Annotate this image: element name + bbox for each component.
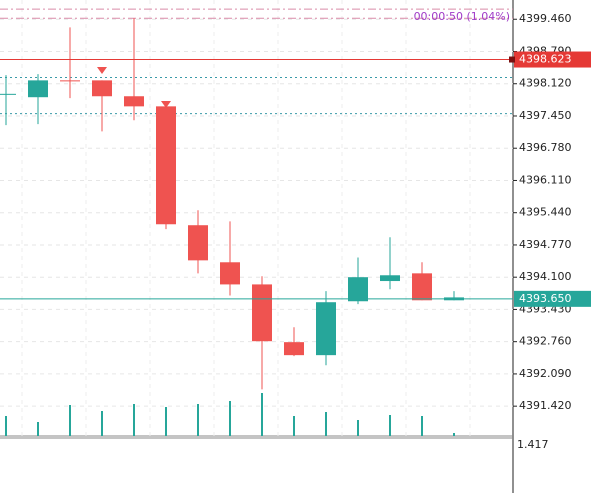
volume-bar (421, 416, 423, 436)
volume-bar (165, 407, 167, 436)
candle-body (284, 342, 304, 356)
candle-body (412, 273, 432, 301)
price-level-box (514, 51, 591, 68)
volume-bar (229, 401, 231, 436)
volume-bar (133, 404, 135, 436)
volume-bar (261, 393, 263, 436)
y-tick-label: 4392.760 (519, 335, 572, 348)
candle-body (348, 277, 368, 302)
candle-body (188, 225, 208, 261)
candle-body (252, 284, 272, 342)
y-tick-label: 4399.460 (519, 12, 572, 25)
volume-bar (357, 420, 359, 436)
candle-body (380, 275, 400, 282)
y-tick-label: 4394.770 (519, 238, 572, 251)
candle-body (316, 302, 336, 356)
y-tick-label: 4391.420 (519, 399, 572, 412)
candle-body (220, 262, 240, 285)
volume-bar (37, 422, 39, 436)
y-tick-label: 4396.780 (519, 141, 572, 154)
y-tick-label: 4392.090 (519, 367, 572, 380)
volume-bar (101, 411, 103, 436)
volume-bar (197, 404, 199, 436)
price-level-label: 4398.623 (519, 53, 572, 66)
sell-signal-marker (97, 67, 107, 74)
candle-body (60, 80, 80, 82)
price-level-label: 4393.650 (519, 292, 572, 305)
volume-bar (389, 415, 391, 436)
timer-label: 00:00:50 (1.04%) (414, 10, 510, 23)
candle-body (124, 96, 144, 107)
candle-body (156, 106, 176, 225)
volume-bar (325, 412, 327, 436)
level-handle (509, 56, 515, 63)
candle-body (28, 80, 48, 98)
volume-bar (293, 416, 295, 436)
y-tick-label: 4394.100 (519, 270, 572, 283)
y-tick-label: 4396.110 (519, 173, 572, 186)
volume-bar (69, 405, 71, 436)
volume-bar (453, 433, 455, 436)
y-tick-label: 4398.120 (519, 77, 572, 90)
volume-bar (5, 416, 7, 436)
candle-body (0, 93, 16, 95)
candle-body (92, 80, 112, 97)
y-tick-label: 4397.450 (519, 109, 572, 122)
y-tick-label: 4395.440 (519, 206, 572, 219)
indicator-label: 1.417 (517, 438, 549, 451)
price-level-box (514, 290, 591, 307)
